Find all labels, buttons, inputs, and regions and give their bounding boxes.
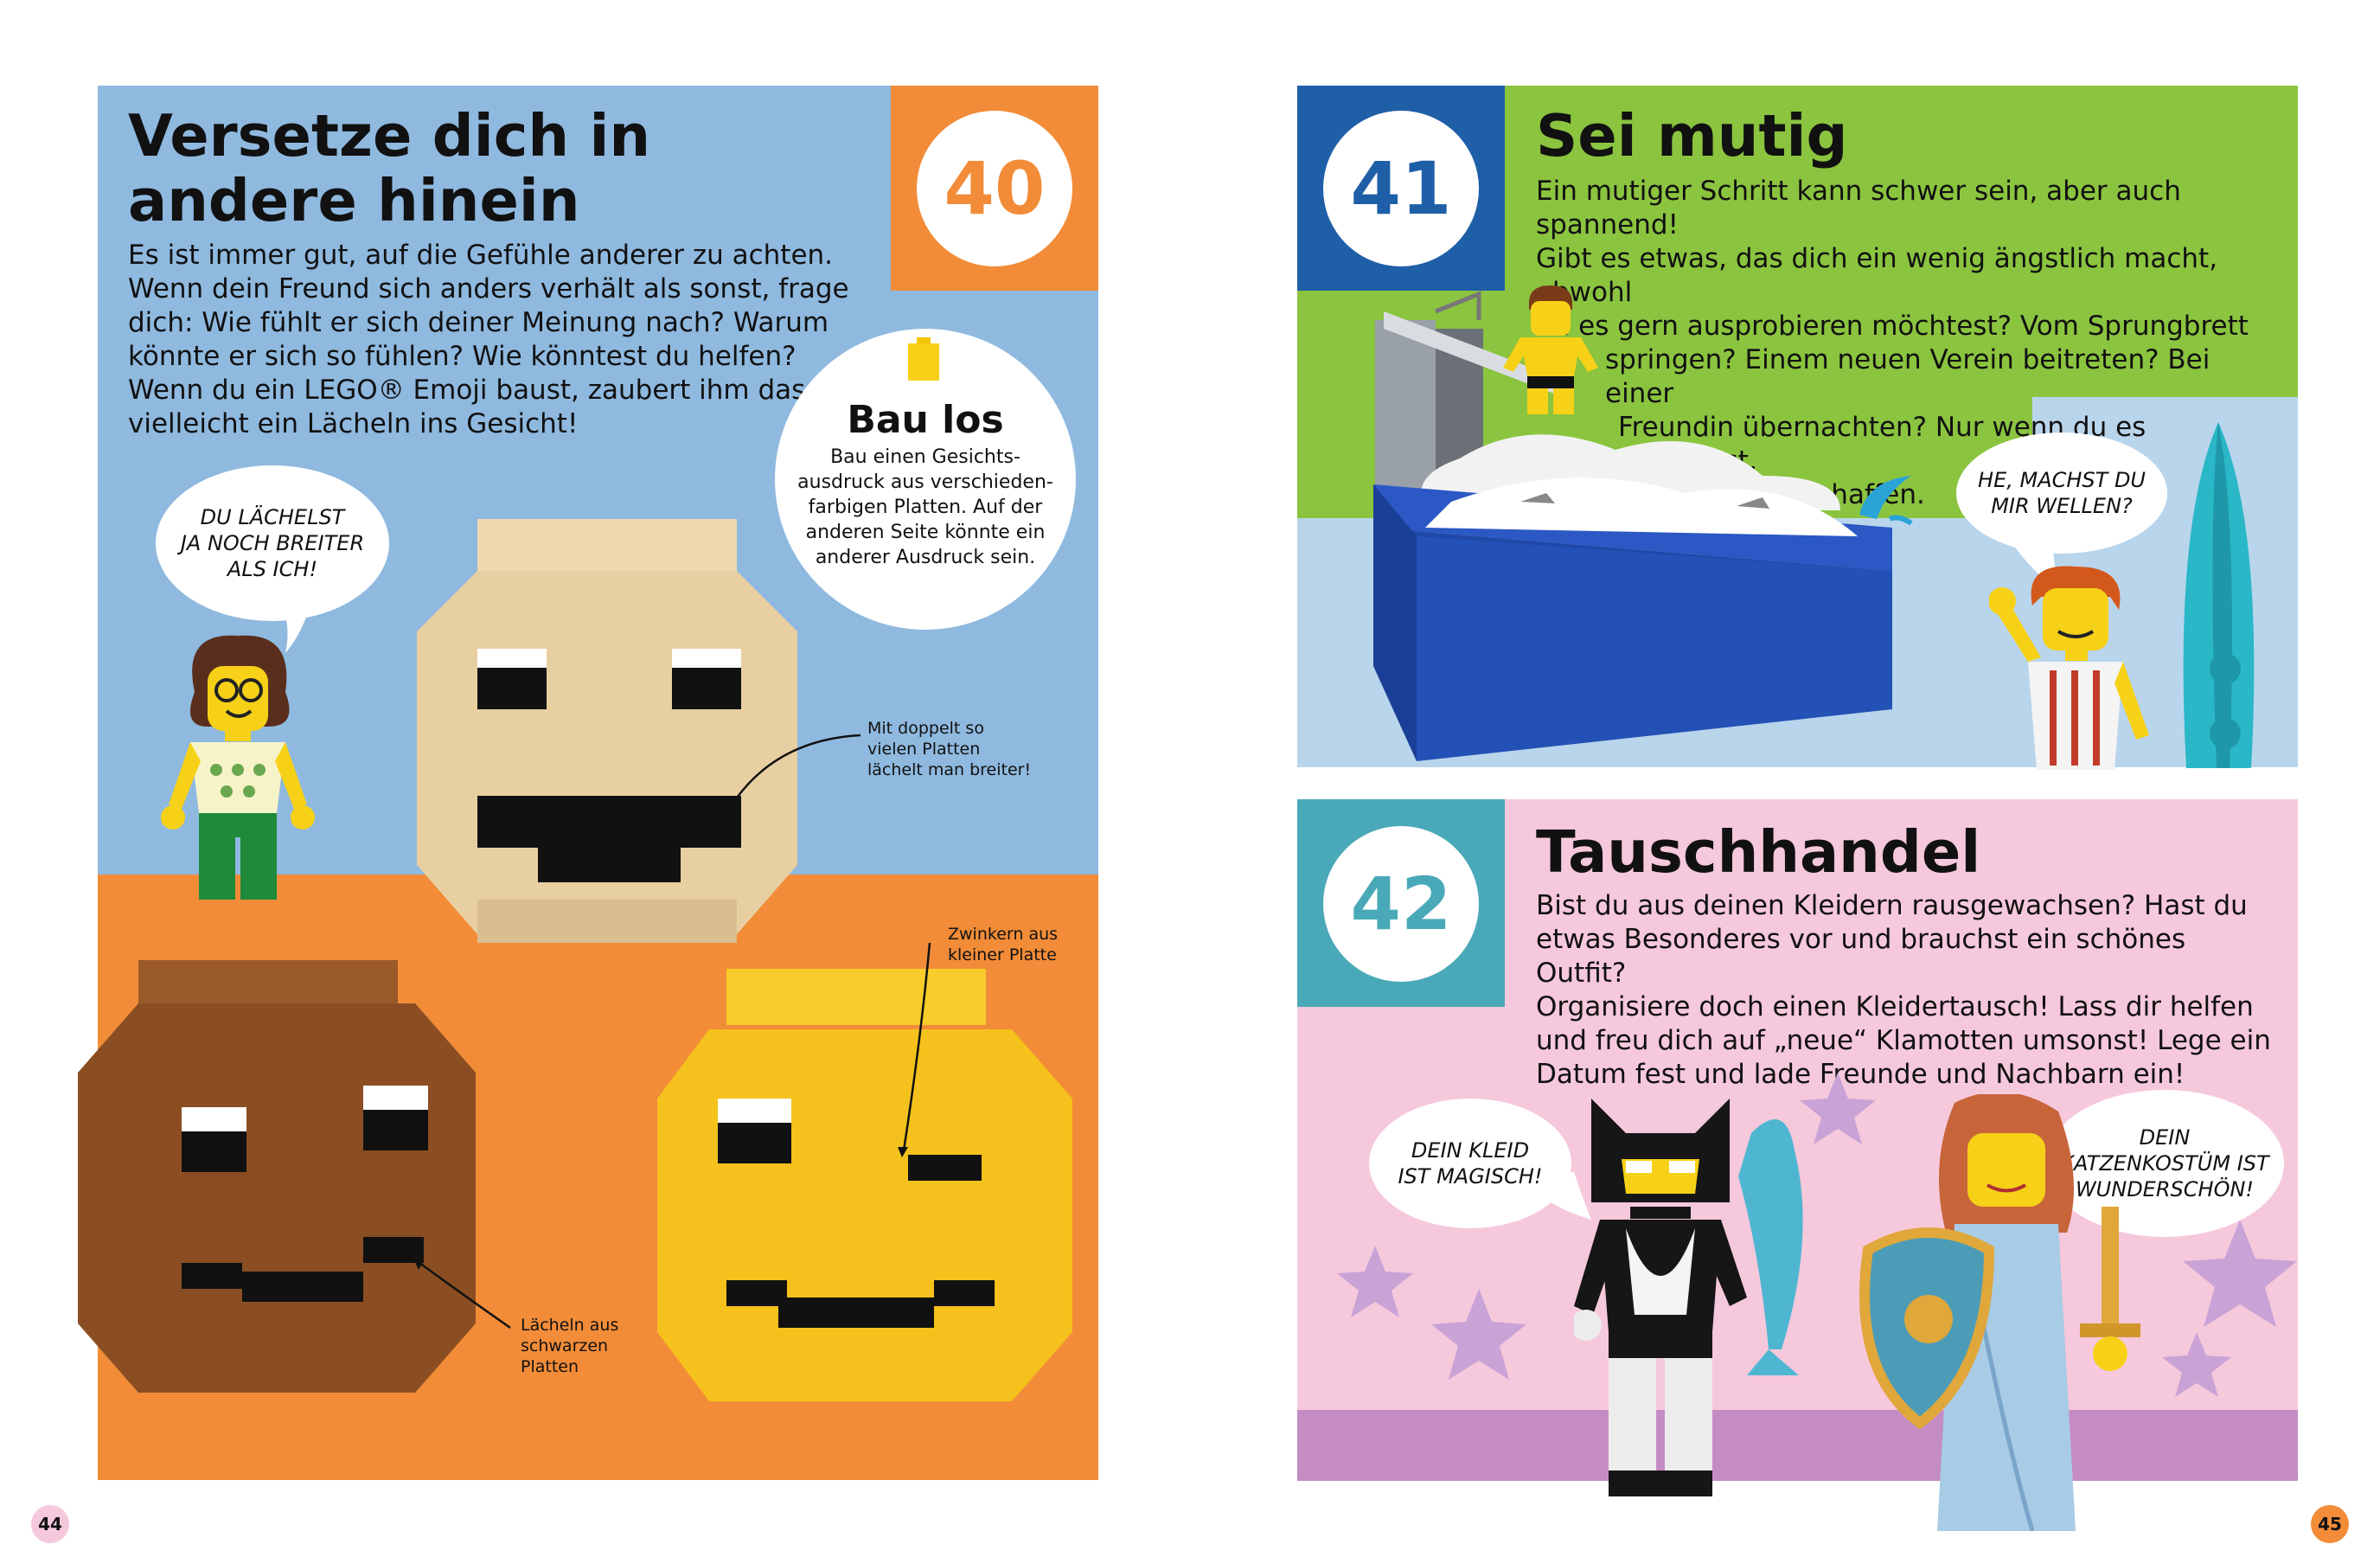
minifigure-boy-tank-top [1988,562,2162,773]
speech-line: ALS ICH! [227,557,318,581]
left-body-line: vielleicht ein Lächeln ins Gesicht! [128,408,579,439]
speech-line: JA NOCH BREITER [180,531,365,555]
right-top-body-line: Gibt es etwas, das dich ein wenig ängstl… [1536,243,2218,308]
minifigure-cat-costume [1571,1099,1833,1509]
minifigure-princess-shield [1859,1092,2153,1535]
speech-line: MIR WELLEN? [1991,494,2133,518]
build-tip-line: farbigen Platten. Auf der [808,497,1043,518]
speech-bubble-princess: DEIN KATZENKOSTÜM IST WUNDERSCHÖN! [2045,1090,2284,1237]
tip-number-42: 42 [1323,826,1479,982]
star-icon [2183,1220,2297,1327]
annotation-line: lächelt man breiter! [867,760,1032,779]
right-bottom-body-line: und freu dich auf „neue“ Klamotten umson… [1536,1025,2271,1056]
annotation-wink: Zwinkern aus kleiner Platte [948,924,1058,965]
left-body-line: Wenn du ein LEGO® Emoji baust, zaubert i… [128,375,806,406]
build-tip-title: Bau los [847,398,1004,442]
star-icon [1431,1289,1526,1380]
right-bottom-body-line: Datum fest und lade Freunde und Nachbarn… [1536,1059,2185,1090]
build-tip-line: Bau einen Gesichts- [830,446,1020,468]
annotation-line: schwarzen [521,1336,609,1355]
annotation-line: Mit doppelt so [867,719,984,738]
speech-line: WUNDERSCHÖN! [2075,1177,2255,1201]
star-icons [1337,1073,2297,1397]
left-body-line: Es ist immer gut, auf die Gefühle andere… [128,240,834,271]
annotation-line: Platten [521,1357,579,1376]
right-top-body-line: du es gern ausprobieren möchtest? Vom Sp… [1536,311,2249,342]
build-tip-line: anderen Seite könnte ein [805,522,1046,543]
annotation-arrows [413,734,931,1330]
tip-number-41: 41 [1323,111,1479,266]
right-top-body-line: springen? Einem neuen Verein beitreten? … [1605,344,2210,409]
left-body-text: Es ist immer gut, auf die Gefühle andere… [128,239,872,441]
annotation-wide-smile: Mit doppelt so vielen Platten lächelt ma… [867,718,1031,780]
left-body-line: könnte er sich so fühlen? Wie könntest d… [128,341,797,372]
water-splash-icon [1851,471,1920,544]
yellow-brick-icon [908,337,939,381]
right-bottom-body-line: Bist du aus deinen Kleidern rausgewachse… [1536,890,2248,921]
annotation-smile: Lächeln aus schwarzen Platten [521,1315,618,1377]
speech-bubble-cat: DEIN KLEID IST MAGISCH! [1369,1099,1571,1228]
minifigure-swimmer [1503,285,1598,419]
emoji-yellow-wink [649,969,1081,1422]
right-top-title: Sei mutig [1536,102,1848,170]
speech-line: IST MAGISCH! [1398,1164,1543,1189]
annotation-line: Zwinkern aus [948,925,1059,944]
right-top-body-line: Ein mutiger Schritt kann schwer sein, ab… [1536,176,2181,240]
annotation-line: kleiner Platte [948,945,1057,964]
emoji-beige-wide-smile [408,519,806,955]
build-tip-text: Bau einen Gesichts- ausdruck aus verschi… [787,445,1064,570]
star-icon [2162,1332,2231,1397]
build-tip-line: anderer Ausdruck sein. [815,547,1036,568]
left-body-line: Wenn dein Freund sich anders verhält als… [128,273,849,304]
page-number-44: 44 [31,1505,69,1543]
build-tip-line: ausdruck aus verschieden- [797,471,1053,493]
speech-bubble-boy: HE, MACHST DU MIR WELLEN? [1956,432,2167,554]
star-icon [1337,1246,1413,1317]
right-bottom-body-line: etwas Besonderes vor und brauchst ein sc… [1536,924,2186,989]
pool-box [1356,424,1910,773]
left-title-line-1: Versetze dich in [128,102,651,170]
speech-line: DU LÄCHELST [200,505,345,529]
speech-bubble-girl: DU LÄCHELST JA NOCH BREITER ALS ICH! [156,465,389,621]
purple-floor [1297,1410,2298,1481]
right-bottom-title: Tauschhandel [1536,818,1981,886]
left-title-line-2: andere hinein [128,167,580,234]
right-bottom-body-line: Organisiere doch einen Kleidertausch! La… [1536,991,2254,1022]
left-title: Versetze dich in andere hinein [128,107,650,230]
emoji-brown-smile [69,960,484,1413]
annotation-line: Lächeln aus [521,1316,619,1335]
right-bottom-body: Bist du aus deinen Kleidern rausgewachse… [1536,889,2280,1092]
left-body-line: dich: Wie fühlt er sich deiner Meinung n… [128,307,829,338]
speech-line: KATZENKOSTÜM IST [2060,1151,2269,1176]
speech-line: DEIN KLEID [1411,1138,1530,1163]
speech-line: DEIN [2139,1125,2191,1150]
star-icon [1800,1073,1876,1144]
annotation-line: vielen Platten [867,740,981,759]
speech-line: HE, MACHST DU [1978,468,2146,492]
minifigure-girl-glasses [147,631,329,912]
surfboard [2178,422,2260,772]
page-number-45: 45 [2311,1505,2349,1543]
tip-number-40: 40 [917,111,1072,266]
